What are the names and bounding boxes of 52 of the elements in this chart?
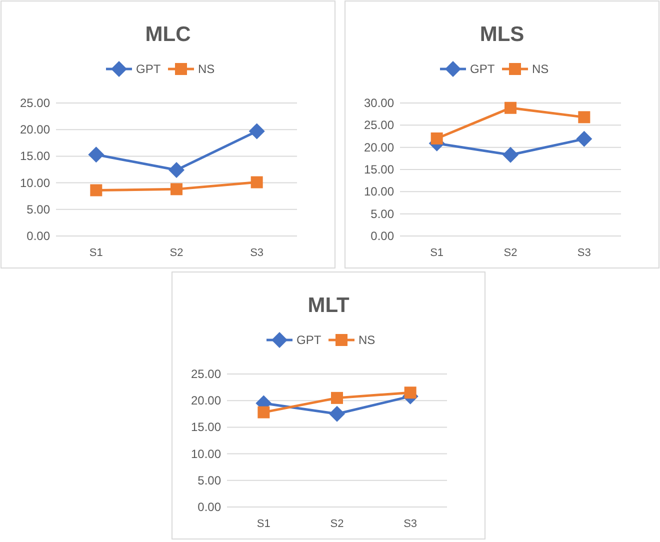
y-tick-label: 15.00 [364, 162, 394, 176]
legend-label: NS [358, 333, 376, 347]
y-tick-label: 20.00 [364, 140, 394, 154]
x-tick-label: S1 [256, 518, 270, 530]
point [258, 406, 270, 418]
chart-title: MLS [480, 23, 524, 46]
y-tick-label: 20.00 [20, 122, 50, 137]
point [504, 102, 516, 114]
y-tick-label: 10.00 [364, 184, 394, 199]
point [331, 392, 343, 404]
legend-label: GPT [136, 62, 162, 76]
point [90, 184, 102, 196]
point [248, 123, 265, 140]
y-tick-label: 30.00 [364, 96, 394, 110]
point [502, 146, 518, 163]
y-tick-label: 10.00 [190, 446, 222, 461]
y-tick-label: 15.00 [190, 420, 222, 434]
y-tick-label: 0.00 [198, 500, 222, 514]
chart-title: MLT [308, 294, 350, 317]
legend-label: NS [198, 62, 215, 76]
x-tick-label: S3 [404, 518, 418, 530]
y-tick-label: 5.00 [198, 473, 222, 488]
point [578, 111, 590, 124]
x-tick-label: S3 [250, 247, 264, 259]
y-tick-label: 25.00 [364, 118, 394, 132]
y-tick-label: 5.00 [26, 202, 50, 216]
point [329, 406, 345, 422]
point [170, 183, 182, 196]
legend-label: GPT [470, 62, 496, 76]
y-tick-label: 20.00 [190, 394, 222, 408]
y-tick-label: 0.00 [370, 229, 394, 243]
point [576, 130, 592, 147]
x-tick-label: S1 [430, 247, 444, 259]
x-tick-label: S1 [89, 247, 103, 259]
chart-title: MLC [145, 23, 191, 46]
y-tick-label: 10.00 [20, 176, 50, 190]
x-tick-label: S2 [504, 247, 518, 259]
x-tick-label: S2 [170, 247, 184, 259]
y-tick-label: 25.00 [190, 367, 222, 381]
point [430, 132, 443, 144]
x-tick-label: S3 [577, 247, 591, 259]
point [88, 146, 104, 163]
y-tick-label: 5.00 [370, 206, 394, 221]
y-tick-label: 15.00 [20, 149, 50, 164]
point [404, 386, 416, 399]
y-tick-label: 0.00 [26, 229, 50, 243]
point [168, 162, 184, 178]
point [250, 176, 263, 188]
legend-label: GPT [296, 333, 322, 347]
y-tick-label: 25.00 [20, 96, 50, 110]
x-tick-label: S2 [330, 518, 344, 530]
legend-label: NS [532, 62, 549, 76]
